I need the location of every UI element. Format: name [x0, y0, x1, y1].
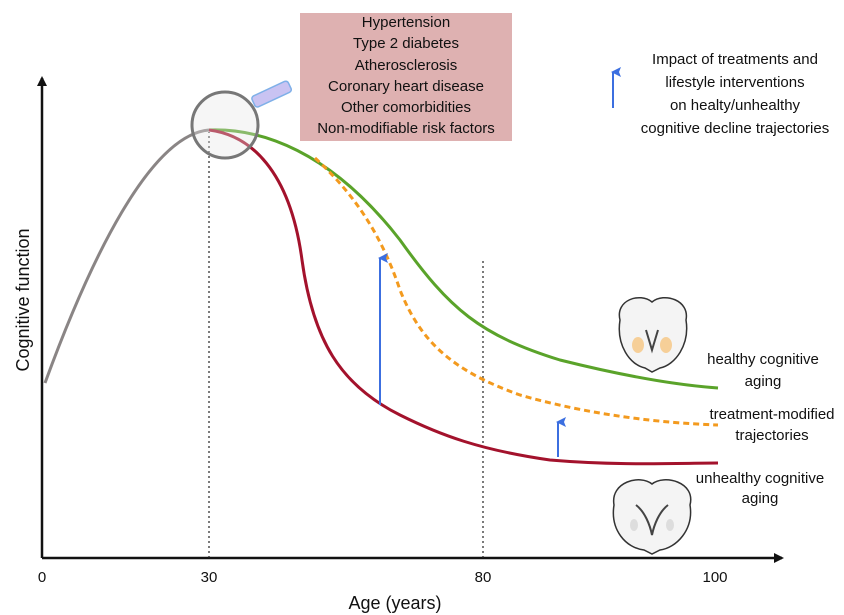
healthy-brain-icon — [619, 298, 686, 372]
x-tick-label: 0 — [38, 569, 46, 586]
x-tick-label: 100 — [702, 569, 727, 586]
magnifier — [192, 92, 258, 158]
treatment-curve — [315, 158, 718, 425]
curve-label: aging — [745, 373, 782, 390]
y-axis-title: Cognitive function — [13, 228, 33, 371]
risk-factor: Coronary heart disease — [328, 78, 484, 95]
unhealthy-brain-icon — [613, 480, 690, 554]
x-axis-title: Age (years) — [348, 593, 441, 613]
unhealthy-curve — [209, 130, 718, 464]
legend-text: lifestyle interventions — [665, 74, 804, 91]
x-tick-label: 80 — [475, 569, 492, 586]
risk-factor: Non-modifiable risk factors — [317, 120, 495, 137]
curve-label: unhealthy cognitive — [696, 470, 824, 487]
risk-factor: Atherosclerosis — [355, 57, 458, 74]
legend-text: Impact of treatments and — [652, 51, 818, 68]
legend-text: cognitive decline trajectories — [641, 120, 829, 137]
risk-factor: Type 2 diabetes — [353, 35, 459, 52]
figure: 0 30 80 100 Age (years) Cognitive functi… — [0, 0, 844, 615]
early-life-curve — [45, 130, 209, 383]
magnifier-handle — [251, 80, 292, 108]
curve-label: aging — [742, 490, 779, 507]
curve-label: treatment-modified — [709, 406, 834, 423]
curve-label: trajectories — [735, 427, 808, 444]
x-tick-label: 30 — [201, 569, 218, 586]
risk-factor: Other comorbidities — [341, 99, 471, 116]
risk-factor: Hypertension — [362, 14, 450, 31]
curve-label: healthy cognitive — [707, 351, 819, 368]
legend-text: on healty/unhealthy — [670, 97, 801, 114]
